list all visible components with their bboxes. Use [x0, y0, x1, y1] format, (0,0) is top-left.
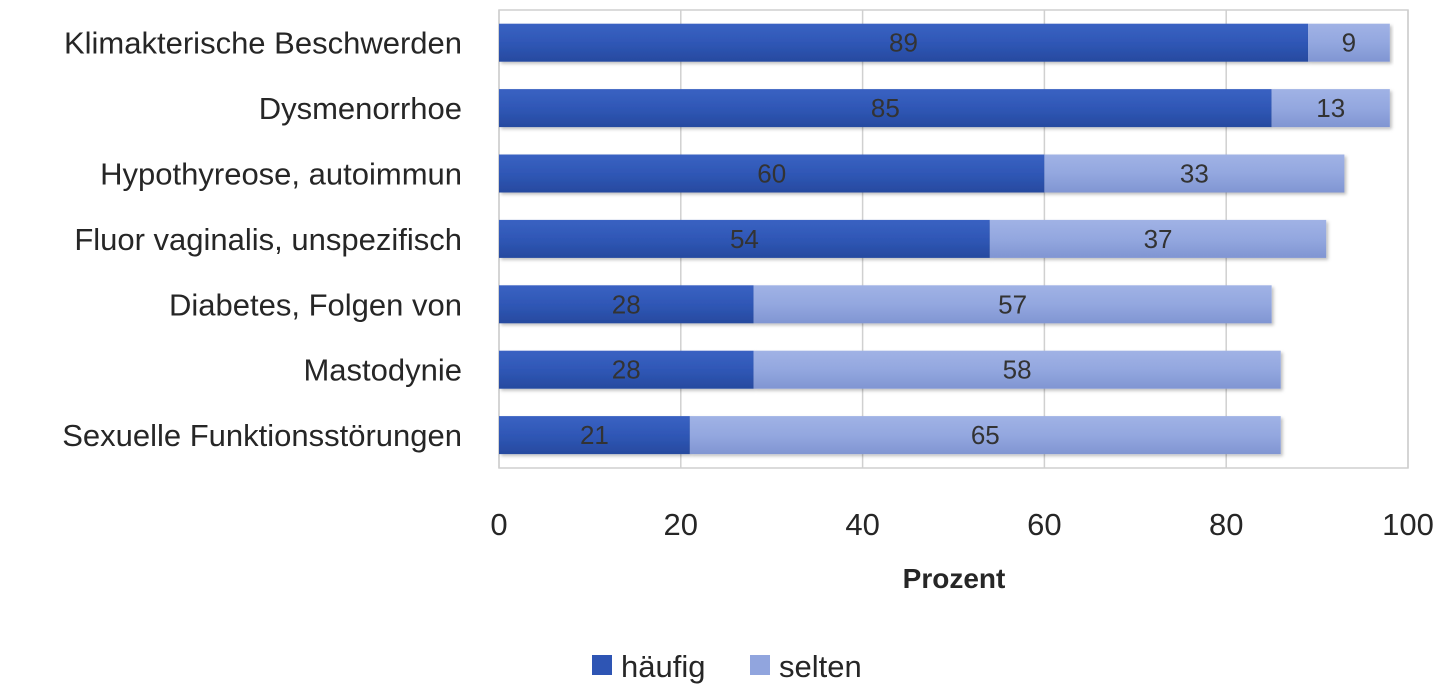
- legend-label-haeufig: häufig: [621, 649, 705, 684]
- bar-haeufig-4: [499, 285, 754, 324]
- bar-selten-2: [1044, 154, 1345, 193]
- bar-selten-6: [689, 416, 1281, 455]
- data-label-selten-5: 58: [1003, 355, 1032, 385]
- data-label-haeufig-1: 85: [871, 93, 900, 123]
- bar-selten-3: [989, 219, 1327, 258]
- data-label-haeufig-6: 21: [580, 420, 609, 450]
- tick-label-80: 80: [1209, 507, 1243, 542]
- category-label-3: Fluor vaginalis, unspezifisch: [74, 222, 462, 257]
- category-label-6: Sexuelle Funktionsstörungen: [62, 418, 462, 453]
- bar-haeufig-6: [499, 416, 690, 455]
- data-label-selten-1: 13: [1316, 93, 1345, 123]
- bar-selten-5: [753, 350, 1281, 389]
- category-axis-labels: Klimakterische Beschwerden Dysmenorrhoe Hy…: [62, 26, 462, 453]
- data-label-haeufig-4: 28: [612, 289, 641, 319]
- tick-label-60: 60: [1027, 507, 1061, 542]
- bar-haeufig-3: [499, 219, 990, 258]
- data-label-selten-3: 37: [1144, 224, 1173, 254]
- bar-haeufig-5: [499, 350, 754, 389]
- x-axis-title: Prozent: [903, 563, 1006, 594]
- data-label-haeufig-2: 60: [757, 159, 786, 189]
- category-label-0: Klimakterische Beschwerden: [64, 26, 462, 61]
- tick-label-100: 100: [1382, 507, 1434, 542]
- data-label-haeufig-0: 89: [889, 28, 918, 58]
- bar-selten-0: [1308, 23, 1390, 62]
- data-label-selten-2: 33: [1180, 159, 1209, 189]
- bars: [499, 23, 1390, 455]
- data-label-selten-0: 9: [1342, 28, 1356, 58]
- tick-label-20: 20: [664, 507, 698, 542]
- category-label-1: Dysmenorrhoe: [259, 91, 462, 126]
- bar-selten-1: [1271, 89, 1390, 128]
- bar-selten-4: [753, 285, 1272, 324]
- data-label-selten-4: 57: [998, 289, 1027, 319]
- bar-haeufig-1: [499, 89, 1272, 128]
- category-label-4: Diabetes, Folgen von: [169, 287, 462, 322]
- data-labels: 89 9 85 13 60 33 54 37 28 57 28 58 21 65: [580, 28, 1356, 450]
- legend: häufig selten: [592, 649, 862, 684]
- legend-swatch-selten: [750, 655, 770, 675]
- data-label-selten-6: 65: [971, 420, 1000, 450]
- bar-haeufig-0: [499, 23, 1309, 62]
- legend-label-selten: selten: [779, 649, 862, 684]
- category-label-5: Mastodynie: [303, 353, 462, 388]
- tick-label-0: 0: [490, 507, 507, 542]
- bar-haeufig-2: [499, 154, 1045, 193]
- value-axis-tick-labels: 0 20 40 60 80 100: [490, 507, 1433, 542]
- tick-label-40: 40: [845, 507, 879, 542]
- data-label-haeufig-3: 54: [730, 224, 759, 254]
- data-label-haeufig-5: 28: [612, 355, 641, 385]
- legend-swatch-haeufig: [592, 655, 612, 675]
- category-label-2: Hypothyreose, autoimmun: [100, 157, 462, 192]
